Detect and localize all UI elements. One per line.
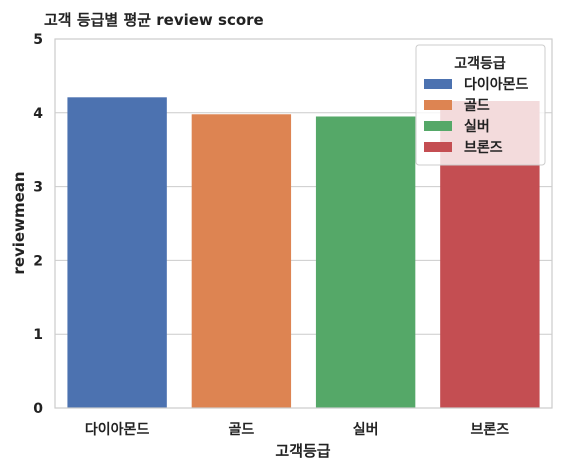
x-tick-label: 브론즈 — [471, 422, 510, 438]
bar — [315, 116, 416, 409]
x-tick-label: 실버 — [353, 421, 379, 438]
legend-swatch — [424, 121, 452, 131]
legend-swatch — [424, 100, 452, 110]
legend-box — [415, 44, 546, 166]
bar — [67, 97, 167, 408]
y-tick-label: 3 — [33, 180, 43, 196]
x-tick-label: 골드 — [228, 422, 254, 438]
y-tick-label: 4 — [33, 106, 43, 122]
y-tick-label: 0 — [33, 401, 43, 417]
legend-entry-label: 실버 — [464, 118, 490, 135]
plot-frame — [54, 38, 553, 409]
x-tick-label: 다이아몬드 — [85, 421, 150, 438]
chart-title: 고객 등급별 평균 review score — [44, 11, 264, 29]
bar — [191, 114, 292, 408]
y-axis-label: reviewmean — [10, 171, 28, 274]
legend-swatch — [424, 79, 452, 89]
x-axis-label: 고객등급 — [275, 442, 330, 460]
legend-swatch — [424, 142, 452, 152]
legend-entry-label: 다이아몬드 — [464, 76, 529, 93]
legend-entry-label: 브론즈 — [464, 140, 503, 156]
y-tick-label: 1 — [33, 327, 43, 343]
legend-title: 고객등급 — [454, 55, 506, 72]
y-tick-label: 5 — [33, 32, 43, 48]
legend-entry-label: 골드 — [464, 98, 490, 114]
y-tick-label: 2 — [33, 253, 43, 269]
